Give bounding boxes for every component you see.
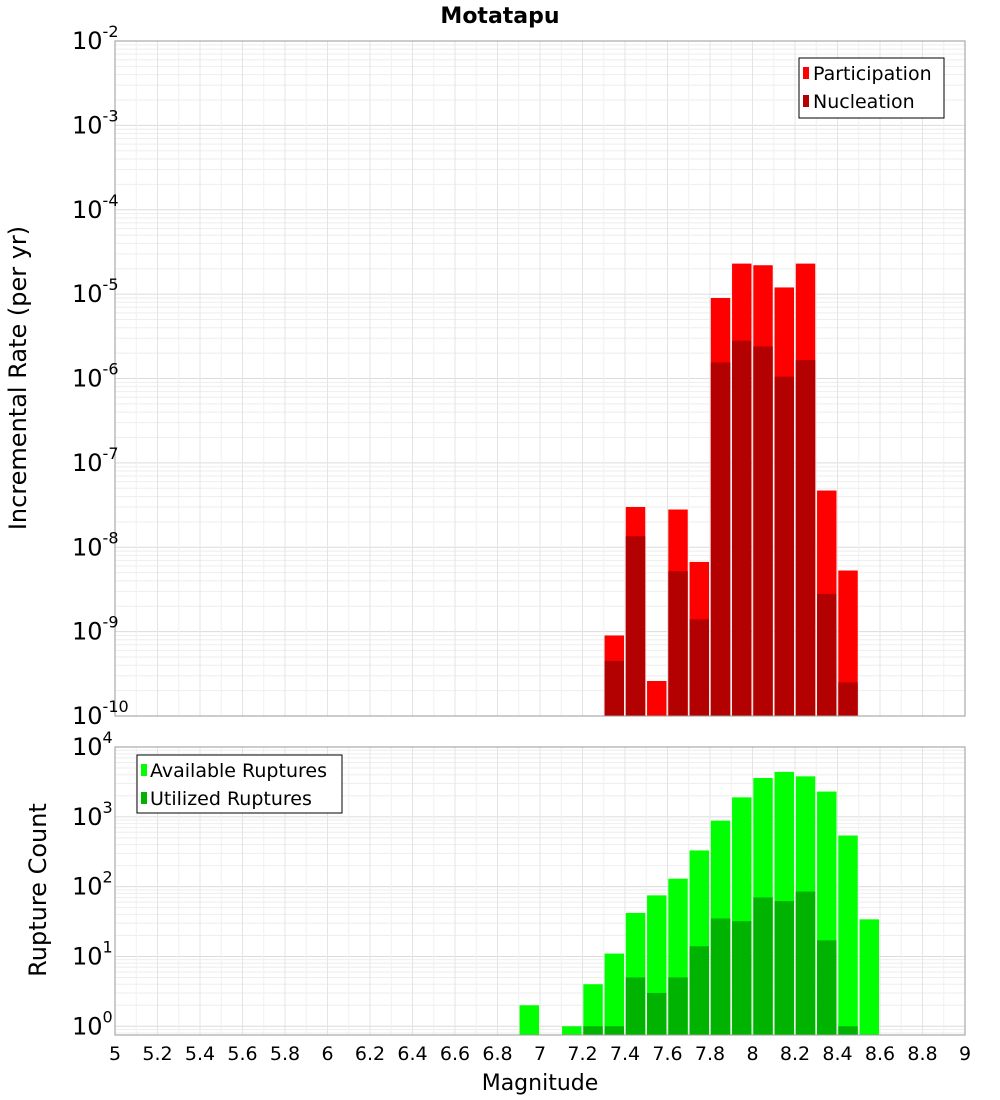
x-tick-label: 7.2 [567,1043,597,1065]
bottom-available-ruptures-bar [604,953,624,1035]
top-y-axis-label: Incremental Rate (per yr) [4,226,32,530]
x-tick-label: 5.2 [142,1043,172,1065]
top-y-tick-label: 10-9 [72,613,119,646]
top-participation-bar [838,570,858,716]
x-tick-label: 9 [959,1043,971,1065]
bottom-y-tick-label: 104 [72,728,113,761]
top-y-tick-label: 10-8 [72,528,119,561]
top-y-tick-label: 10-6 [72,360,119,393]
x-tick-label: 8 [746,1043,758,1065]
bottom-utilized-ruptures-bar [838,1026,858,1035]
top-plot-panel: 10-2 10-3 10-4 10-5 10-6 10-7 10-8 10-9 10-10 In… [4,22,966,730]
top-nucleation-bar [710,362,731,716]
bottom-utilized-ruptures-bar [604,1026,624,1035]
x-tick-labels: 5 5.2 5.4 5.6 5.8 6 6.2 6.4 6.6 6.8 7 7.2 7.4 7.6 7.8 8… [109,1043,971,1065]
bottom-available-ruptures-bar [838,835,858,1035]
top-legend: Participation Nucleation [798,57,945,119]
nucleation-legend-label: Nucleation [813,91,915,113]
bottom-plot-panel: 104 103 102 101 100 5 5.2 5.4 5.6 5.8 6 6.2 6.4 6.6 6… [24,728,971,1096]
participation-legend-swatch [803,67,809,79]
bottom-utilized-ruptures-bar [732,921,752,1035]
x-tick-label: 7.8 [695,1043,725,1065]
top-nucleation-bar [604,660,624,716]
top-y-tick-label: 10-7 [72,444,119,477]
top-y-tick-label: 10-3 [72,106,119,139]
x-axis-label: Magnitude [482,1071,599,1096]
x-tick-label: 8.2 [780,1043,810,1065]
top-plot-grid [114,40,966,717]
top-legend-box [798,57,945,119]
bottom-y-axis-label: Rupture Count [24,803,52,977]
participation-legend-label: Participation [813,63,932,85]
x-tick-label: 8.6 [865,1043,895,1065]
bottom-y-tick-label: 100 [72,1007,113,1040]
top-plot-bars [604,263,858,716]
top-plot-frame [114,40,966,717]
top-nucleation-bar [753,346,773,716]
bottom-legend-box [136,754,343,814]
bottom-legend: Available Ruptures Utilized Ruptures [136,754,343,814]
x-tick-label: 6.4 [397,1043,427,1065]
bottom-utilized-ruptures-bar [817,940,837,1035]
x-tick-label: 5.4 [185,1043,215,1065]
utilized-ruptures-legend-label: Utilized Ruptures [150,788,312,810]
x-tick-label: 7.6 [652,1043,682,1065]
bottom-utilized-ruptures-bar [774,901,794,1035]
chart-title: Motatapu [440,4,559,29]
top-nucleation-bar [817,593,837,716]
top-nucleation-bar [838,682,858,716]
x-tick-label: 6.6 [440,1043,470,1065]
top-y-tick-labels: 10-2 10-3 10-4 10-5 10-6 10-7 10-8 10-9 10-10 [72,22,129,730]
bottom-y-tick-label: 102 [72,868,113,901]
x-tick-label: 6.2 [355,1043,385,1065]
utilized-ruptures-legend-swatch [141,792,147,804]
bottom-utilized-ruptures-bar [795,891,816,1035]
bottom-utilized-ruptures-bar [753,897,773,1035]
x-tick-label: 5 [109,1043,121,1065]
bottom-y-tick-label: 103 [72,798,113,831]
bottom-utilized-ruptures-bar [689,946,709,1035]
available-ruptures-legend-swatch [141,764,147,776]
top-nucleation-bar [668,571,688,716]
bottom-y-tick-labels: 104 103 102 101 100 [72,728,113,1040]
x-tick-label: 7 [534,1043,546,1065]
bottom-available-ruptures-bar [519,1005,539,1035]
bottom-utilized-ruptures-bar [583,1026,603,1035]
x-tick-label: 8.4 [822,1043,852,1065]
bottom-utilized-ruptures-bar [625,977,646,1035]
x-tick-label: 8.8 [907,1043,937,1065]
nucleation-legend-swatch [803,95,809,107]
top-y-tick-label: 10-10 [72,697,129,730]
top-nucleation-bar [732,340,752,716]
bottom-utilized-ruptures-bar [668,977,688,1035]
bottom-y-tick-label: 101 [72,937,113,970]
bottom-utilized-ruptures-bar [647,992,667,1035]
bottom-plot-frame [114,746,966,1036]
available-ruptures-legend-label: Available Ruptures [150,760,327,782]
bottom-available-ruptures-bar [583,984,603,1035]
top-nucleation-bar [774,376,794,716]
bottom-utilized-ruptures-bar [710,918,731,1035]
x-tick-label: 6 [321,1043,333,1065]
x-tick-label: 7.4 [610,1043,640,1065]
x-tick-label: 5.8 [270,1043,300,1065]
top-participation-bar [647,680,667,716]
bottom-available-ruptures-bar [859,919,879,1035]
top-y-tick-label: 10-5 [72,275,119,308]
top-nucleation-bar [689,619,709,716]
top-y-tick-label: 10-4 [72,191,119,224]
x-tick-label: 5.6 [227,1043,257,1065]
bottom-available-ruptures-bar [562,1026,582,1035]
top-nucleation-bar [795,360,816,716]
top-nucleation-bar [625,536,646,716]
x-tick-label: 6.8 [482,1043,512,1065]
bottom-plot-bars [519,771,879,1035]
top-y-tick-label: 10-2 [72,22,119,55]
